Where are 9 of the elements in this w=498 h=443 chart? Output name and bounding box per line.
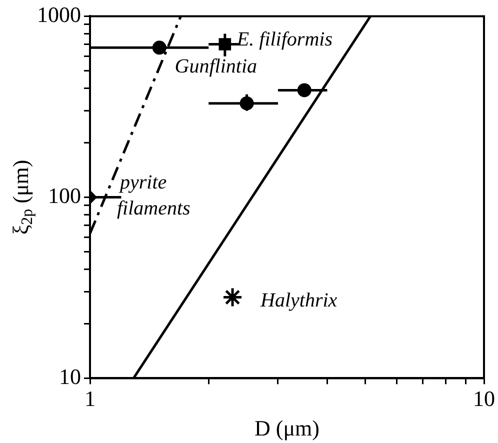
y-axis-title: ξ2p (μm) xyxy=(8,160,36,235)
annotation: Gunflintia xyxy=(174,56,258,78)
x-tick-label: 1 xyxy=(84,386,96,412)
x-axis-title: D (μm) xyxy=(254,416,320,441)
y-tick-label: 100 xyxy=(48,182,81,208)
y-tick-label: 1000 xyxy=(37,2,81,27)
annotation: Halythrix xyxy=(260,290,338,312)
annotation: pyrite filaments xyxy=(117,171,191,220)
y-tick-label: 10 xyxy=(59,364,81,389)
